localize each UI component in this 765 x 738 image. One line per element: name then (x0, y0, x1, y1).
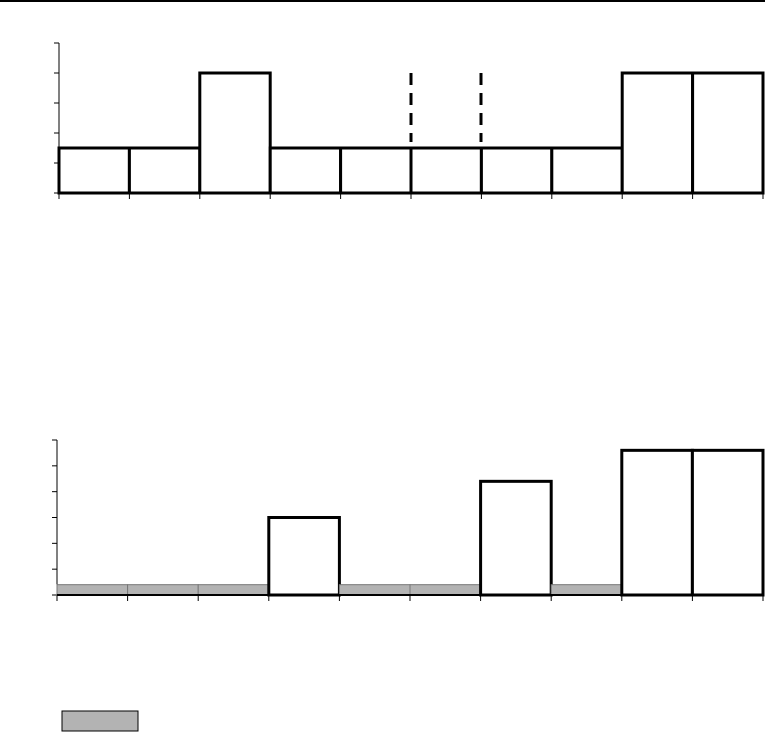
bar (197, 584, 270, 596)
bar (479, 146, 554, 195)
bar (550, 146, 624, 195)
bar (127, 584, 199, 596)
bar (338, 584, 411, 596)
legend-swatch (61, 710, 139, 732)
bar (690, 448, 765, 597)
bar (550, 584, 623, 596)
bar (691, 71, 765, 195)
bar (620, 71, 695, 195)
bar (620, 448, 694, 597)
bar (127, 146, 202, 195)
bar (198, 71, 272, 195)
bar (56, 584, 129, 596)
bar (339, 146, 413, 195)
bar (267, 516, 341, 597)
bar (409, 584, 482, 596)
bar (479, 479, 553, 597)
bar (409, 146, 483, 195)
bar (268, 146, 343, 195)
bar (57, 146, 131, 195)
